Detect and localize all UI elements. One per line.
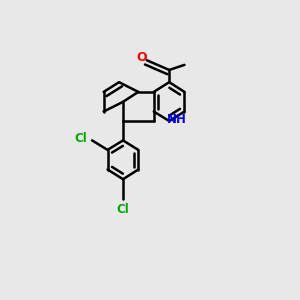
Text: Cl: Cl: [117, 203, 129, 216]
Text: O: O: [136, 51, 147, 64]
Text: Cl: Cl: [74, 132, 87, 145]
Text: NH: NH: [167, 113, 186, 126]
